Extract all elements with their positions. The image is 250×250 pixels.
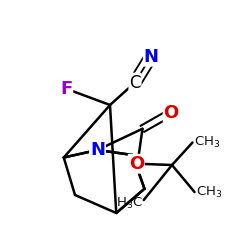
Text: H$_3$C: H$_3$C xyxy=(116,196,142,211)
Text: O: O xyxy=(128,155,144,173)
Text: O: O xyxy=(164,104,179,122)
Text: F: F xyxy=(60,80,72,98)
Text: N: N xyxy=(90,141,105,159)
Text: CH$_3$: CH$_3$ xyxy=(194,135,220,150)
Text: N: N xyxy=(144,48,159,66)
Text: CH$_3$: CH$_3$ xyxy=(196,184,222,200)
Text: C: C xyxy=(129,74,141,92)
